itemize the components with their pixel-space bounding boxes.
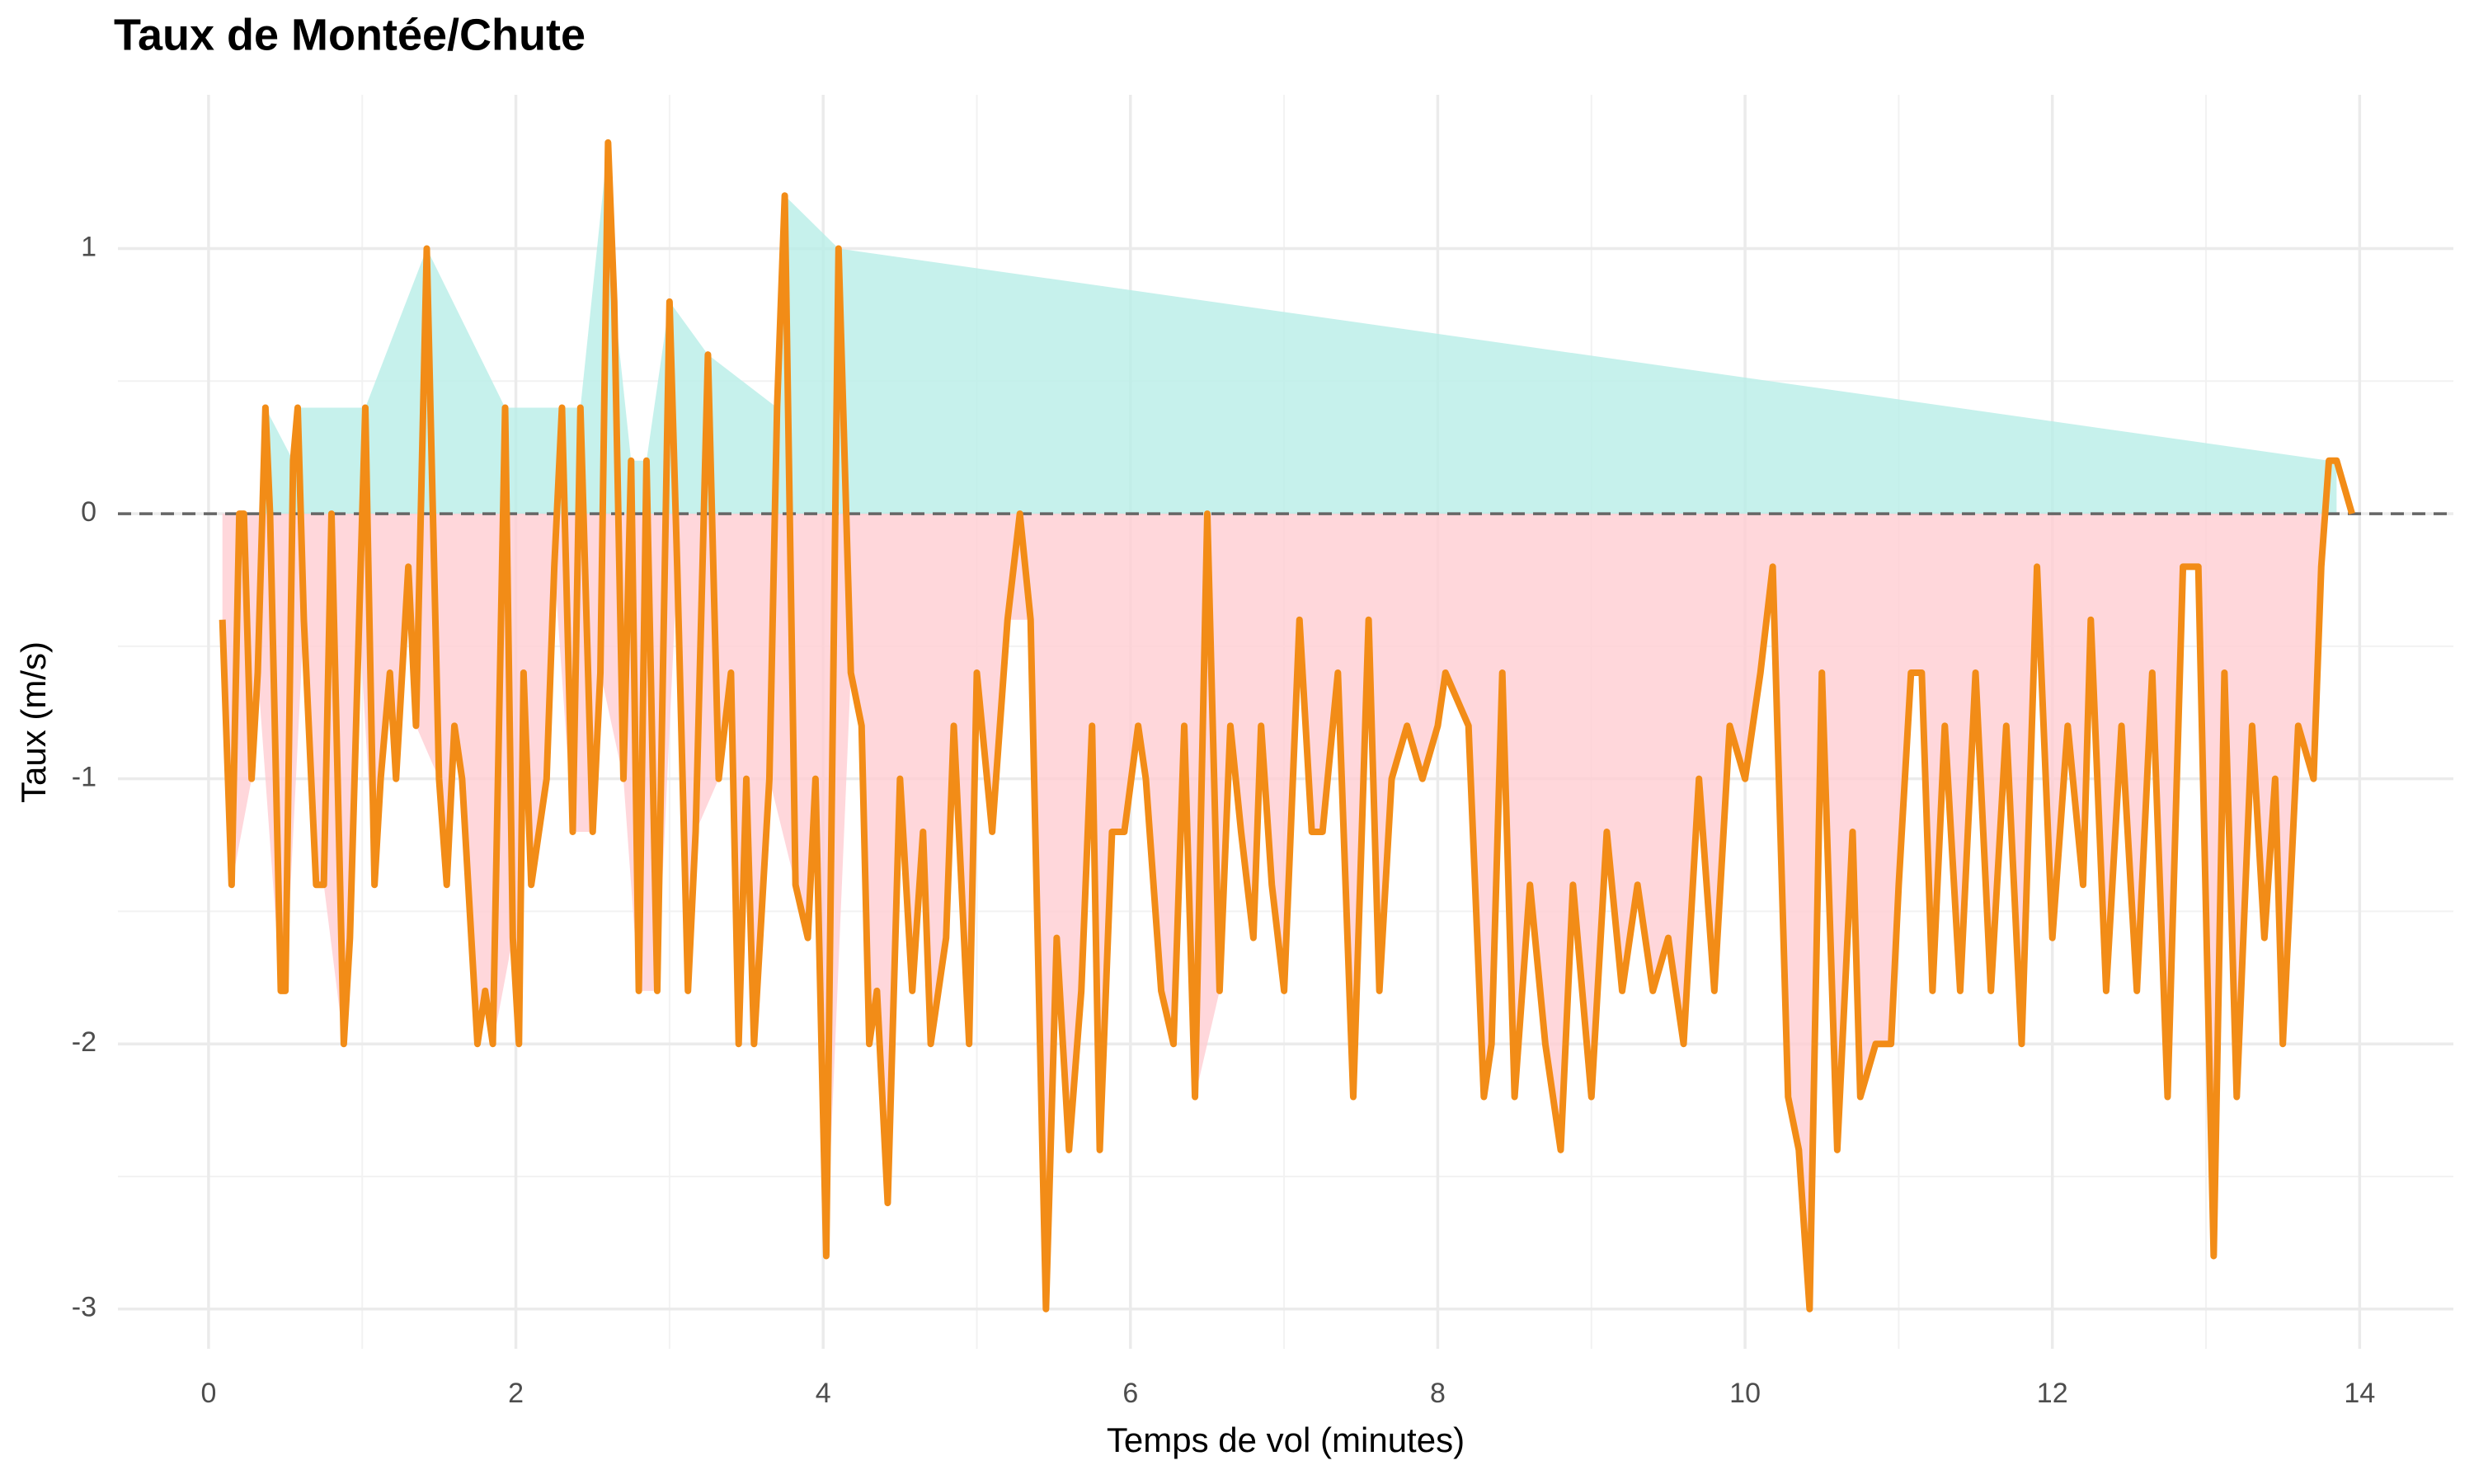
y-tick-label: -3: [72, 1292, 96, 1323]
y-tick-label: -2: [72, 1026, 96, 1058]
x-tick-label: 0: [200, 1378, 216, 1409]
x-axis-title: Temps de vol (minutes): [1107, 1421, 1465, 1459]
y-axis-title: Taux (m/s): [14, 641, 53, 803]
y-tick-label: -1: [72, 762, 96, 793]
y-tick-label: 1: [81, 231, 96, 262]
y-tick-label: 0: [81, 496, 96, 528]
positive-area: [265, 142, 2337, 514]
x-tick-label: 10: [1729, 1378, 1761, 1409]
x-tick-label: 4: [816, 1378, 831, 1409]
x-tick-label: 12: [2037, 1378, 2068, 1409]
x-tick-label: 2: [508, 1378, 524, 1409]
chart-title: Taux de Montée/Chute: [114, 10, 586, 59]
negative-area: [222, 514, 2321, 1309]
rate-line: [219, 139, 2355, 1313]
x-tick-label: 8: [1430, 1378, 1446, 1409]
x-tick-label: 14: [2344, 1378, 2375, 1409]
x-tick-label: 6: [1122, 1378, 1138, 1409]
